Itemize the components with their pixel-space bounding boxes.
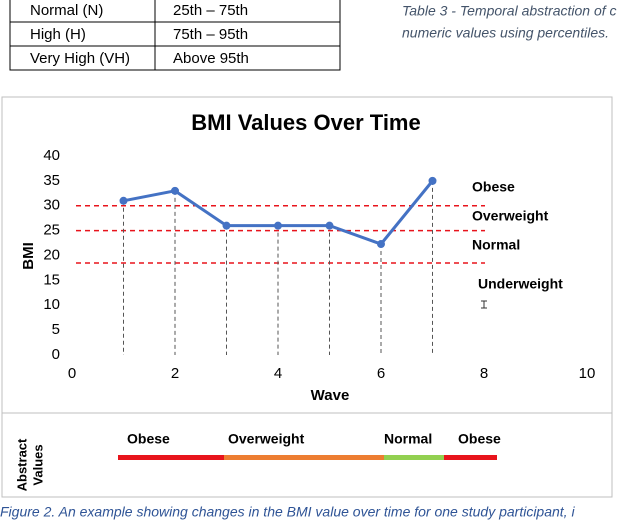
table-text: Very High (VH) xyxy=(30,50,130,67)
chart-frame xyxy=(1,96,613,414)
table-text: 25th – 75th xyxy=(173,2,248,19)
chart-title: BMI Values Over Time xyxy=(191,110,420,135)
abstract-segment-label: Obese xyxy=(458,431,501,447)
abstract-segment-label: Overweight xyxy=(228,431,305,447)
table-text: Normal (N) xyxy=(30,2,103,19)
y-tick-label: 10 xyxy=(43,296,60,313)
annotation: Overweight xyxy=(472,208,549,224)
abstract-segment xyxy=(224,455,384,460)
abstract-segment xyxy=(384,455,444,460)
data-point xyxy=(325,221,334,230)
annotation: Normal xyxy=(472,237,520,253)
y-tick-label: 35 xyxy=(43,172,60,189)
figure-caption: Figure 2. An example showing changes in … xyxy=(0,504,575,520)
data-point xyxy=(171,186,179,195)
data-point xyxy=(377,240,385,249)
y-tick-label: 25 xyxy=(43,222,60,239)
data-point xyxy=(119,196,128,205)
table-text: 75th – 95th xyxy=(173,26,248,43)
x-axis-label: Wave xyxy=(311,387,350,404)
abstract-frame xyxy=(1,412,613,498)
data-point xyxy=(428,176,437,185)
x-tick-label: 10 xyxy=(579,365,596,382)
y-tick-label: 15 xyxy=(43,271,60,288)
table-caption: Table 3 - Temporal abstraction of c xyxy=(402,3,617,19)
x-tick-label: 2 xyxy=(171,365,179,382)
y-tick-label: 0 xyxy=(52,346,60,363)
data-point xyxy=(274,221,282,230)
abstract-segment-label: Normal xyxy=(384,431,432,447)
table-caption: numeric values using percentiles. xyxy=(402,25,609,41)
annotation: Obese xyxy=(472,179,515,195)
y-tick-label: 5 xyxy=(52,321,60,338)
annotation: Underweight xyxy=(478,276,563,292)
y-tick-label: 20 xyxy=(43,246,60,263)
x-tick-label: 6 xyxy=(377,365,385,382)
table-text: High (H) xyxy=(30,26,86,43)
abstract-segment-label: Obese xyxy=(127,431,170,447)
x-tick-label: 0 xyxy=(68,365,76,382)
table-cell xyxy=(154,45,341,71)
abstract-label: Values xyxy=(30,444,45,485)
table-text: Above 95th xyxy=(173,50,249,67)
y-tick-label: 30 xyxy=(43,197,60,214)
data-point xyxy=(222,221,231,230)
abstract-segment xyxy=(118,455,224,460)
y-axis-label: BMI xyxy=(20,242,37,270)
abstract-label: Abstract xyxy=(14,438,29,491)
x-tick-label: 8 xyxy=(480,365,488,382)
y-tick-label: 40 xyxy=(43,147,60,164)
abstract-segment xyxy=(444,455,497,460)
x-tick-label: 4 xyxy=(274,365,282,382)
